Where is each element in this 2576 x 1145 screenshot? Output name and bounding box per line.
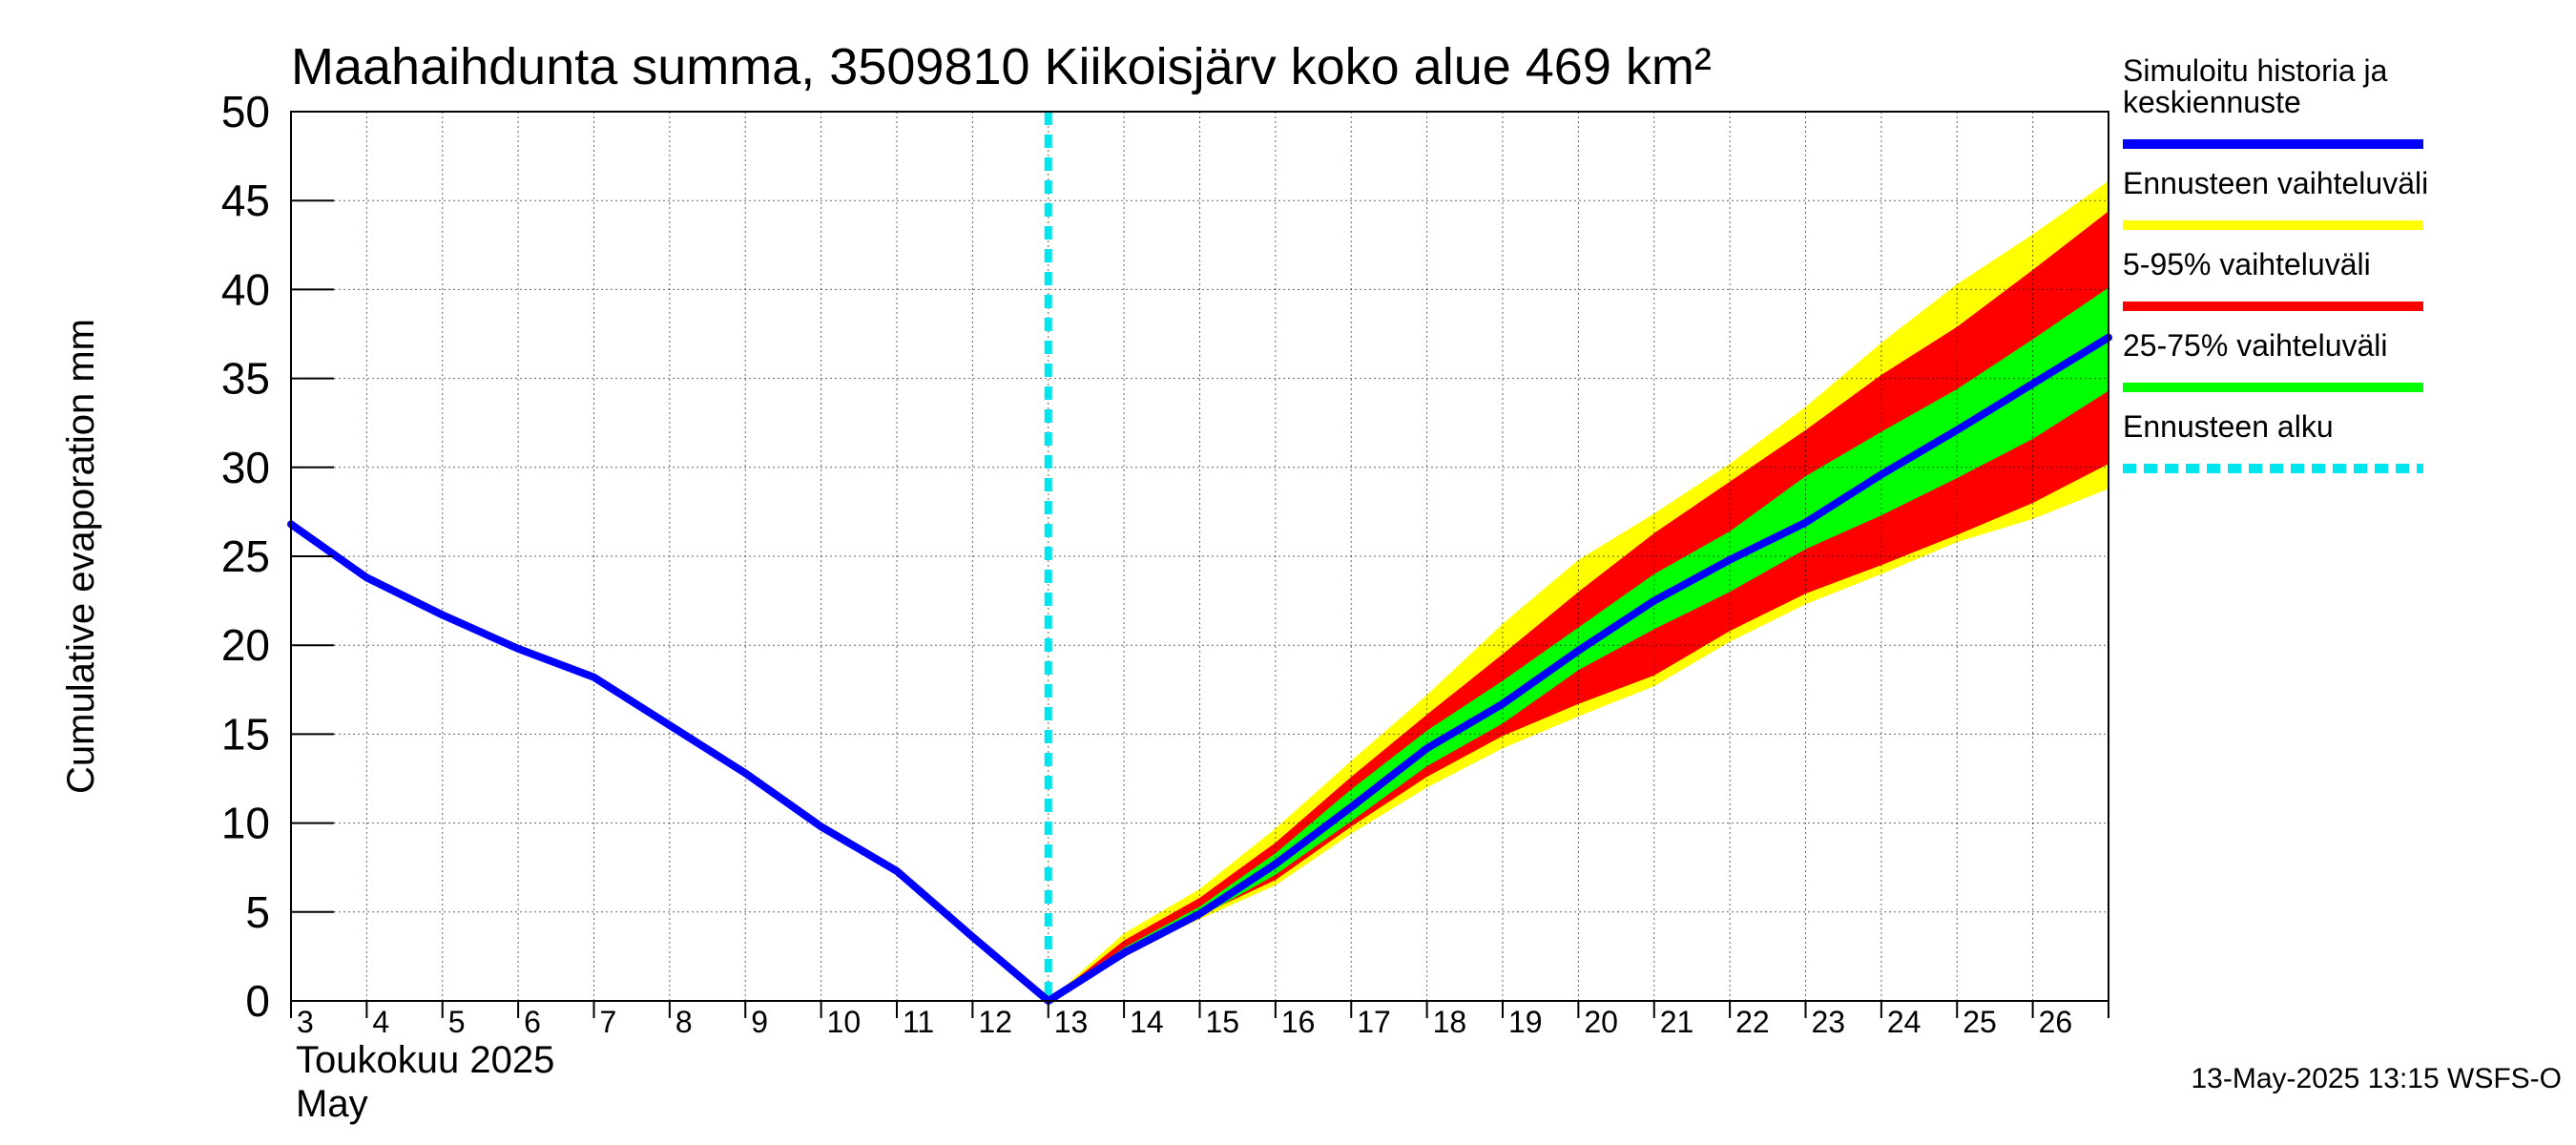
x-tick-label: 23 <box>1812 1005 1846 1039</box>
y-tick-label: 5 <box>245 887 270 937</box>
x-tick-label: 10 <box>827 1005 862 1039</box>
x-tick-label: 26 <box>2039 1005 2073 1039</box>
month-label-en: May <box>296 1083 368 1125</box>
legend-label: 5-95% vaihteluväli <box>2123 247 2371 281</box>
x-tick-label: 6 <box>524 1005 541 1039</box>
x-tick-label: 25 <box>1963 1005 1997 1039</box>
legend-label: Ennusteen alku <box>2123 409 2334 444</box>
legend-label: Ennusteen vaihteluväli <box>2123 166 2428 200</box>
y-tick-label: 30 <box>221 443 270 492</box>
series-line-median <box>287 333 2112 1005</box>
y-tick-label: 40 <box>221 264 270 314</box>
y-tick-label: 25 <box>221 531 270 581</box>
legend-label: keskiennuste <box>2123 85 2301 119</box>
y-tick-label: 15 <box>221 709 270 759</box>
x-tick-label: 17 <box>1357 1005 1391 1039</box>
x-tick-label: 20 <box>1584 1005 1618 1039</box>
y-axis-label: Cumulative evaporation mm <box>60 319 102 794</box>
x-tick-label: 7 <box>600 1005 617 1039</box>
x-tick-label: 19 <box>1508 1005 1543 1039</box>
y-tick-label: 0 <box>245 976 270 1026</box>
x-tick-label: 8 <box>675 1005 693 1039</box>
x-tick-label: 5 <box>448 1005 466 1039</box>
chart-title: Maahaihdunta summa, 3509810 Kiikoisjärv … <box>291 38 1712 95</box>
footer-timestamp: 13-May-2025 13:15 WSFS-O <box>2192 1063 2563 1094</box>
x-tick-label: 16 <box>1281 1005 1316 1039</box>
x-tick-label: 18 <box>1433 1005 1467 1039</box>
x-tick-label: 12 <box>978 1005 1012 1039</box>
x-tick-label: 14 <box>1130 1005 1164 1039</box>
forecast-band-full <box>1048 180 2109 1001</box>
x-tick-label: 13 <box>1054 1005 1089 1039</box>
y-tick-label: 45 <box>221 176 270 225</box>
x-tick-label: 24 <box>1887 1005 1922 1039</box>
legend-label: Simuloitu historia ja <box>2123 53 2388 88</box>
x-tick-label: 22 <box>1735 1005 1770 1039</box>
y-tick-label: 20 <box>221 620 270 670</box>
y-tick-label: 50 <box>221 87 270 136</box>
x-tick-label: 21 <box>1660 1005 1694 1039</box>
x-tick-label: 3 <box>297 1005 314 1039</box>
x-tick-label: 4 <box>372 1005 389 1039</box>
x-axis: 3 4 5 6 7 8 9 10 11 12 13 14 15 16 17 18 19 20 21 22 23 24 25 2… <box>290 1001 2109 1039</box>
x-tick-label: 9 <box>751 1005 768 1039</box>
legend-label: 25-75% vaihteluväli <box>2123 328 2388 363</box>
y-tick-label: 10 <box>221 799 270 848</box>
y-tick-label: 35 <box>221 354 270 404</box>
month-label-fi: Toukokuu 2025 <box>296 1039 554 1081</box>
y-axis: 0 5 10 15 20 25 30 35 40 45 50 <box>221 87 334 1026</box>
x-tick-label: 11 <box>903 1005 934 1039</box>
forecast-band-5-95 <box>1048 211 2109 1001</box>
x-tick-label: 15 <box>1206 1005 1240 1039</box>
plot-lines <box>287 112 2112 1005</box>
